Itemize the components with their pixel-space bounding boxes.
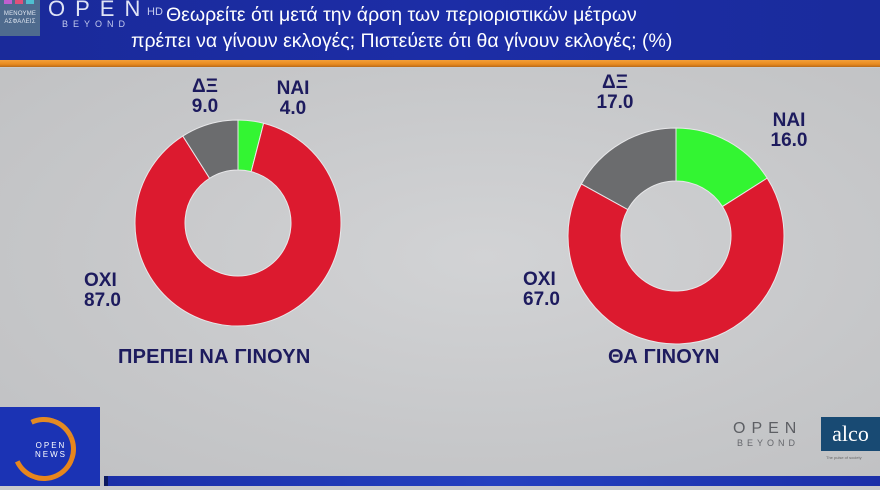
donut-segment-ΟΧΙ (134, 122, 342, 327)
donut-segment-ΟΧΙ (567, 177, 785, 345)
badge-dots (4, 0, 34, 4)
open-news-text: OPEN NEWS (35, 441, 67, 459)
header-bar: ΜΕΝΟΥΜΕ ΑΣΦΑΛΕΙΣ OPEN BEYOND HD Θεωρείτε… (0, 0, 880, 60)
badge-text: ΜΕΝΟΥΜΕ ΑΣΦΑΛΕΙΣ (3, 11, 37, 25)
segment-label-nai: ΝΑΙ 4.0 (276, 78, 310, 119)
header-stripe (0, 60, 880, 67)
segment-label-nai: ΝΑΙ 16.0 (770, 110, 808, 151)
alco-tagline: The pulse of society (826, 455, 862, 460)
title-line-1: Θεωρείτε ότι μετά την άρση των περιοριστ… (166, 4, 637, 26)
donut-1-graphic (134, 119, 342, 327)
title-line-2: πρέπει να γίνουν εκλογές; Πιστεύετε ότι … (131, 30, 673, 52)
donut-2-graphic (567, 127, 785, 345)
stay-safe-badge: ΜΕΝΟΥΜΕ ΑΣΦΑΛΕΙΣ (0, 0, 40, 36)
segment-label-dk: ΔΞ 17.0 (596, 72, 634, 113)
donut-segment-ΔΞ (580, 127, 677, 211)
donut-chart-should-hold: ΔΞ 9.0 ΝΑΙ 4.0 ΟΧΙ 87.0 ΠΡΕΠΕΙ ΝΑ ΓΙΝΟΥΝ (0, 0, 440, 400)
chart-title-1: ΠΡΕΠΕΙ ΝΑ ΓΙΝΟΥΝ (118, 346, 311, 368)
open-news-logo: OPEN NEWS (0, 407, 100, 490)
channel-logo-sub: BEYOND (62, 19, 131, 29)
donut-segment-ΔΞ (182, 119, 239, 179)
hd-indicator: HD (147, 6, 163, 18)
news-ticker (104, 476, 880, 486)
alco-logo: alco (821, 417, 880, 451)
channel-logo: OPEN (48, 0, 151, 21)
open-beyond-sub: BEYOND (737, 438, 800, 448)
segment-label-oxi: ΟΧΙ 67.0 (523, 269, 560, 310)
donut-chart-will-hold: ΔΞ 17.0 ΝΑΙ 16.0 ΟΧΙ 67.0 ΘΑ ΓΙΝΟΥΝ (440, 0, 880, 400)
chart-title-2: ΘΑ ΓΙΝΟΥΝ (608, 346, 720, 368)
open-beyond-logo: OPEN (733, 420, 803, 437)
segment-label-oxi: ΟΧΙ 87.0 (84, 270, 121, 311)
page-title: Θεωρείτε ότι μετά την άρση των περιοριστ… (131, 2, 866, 54)
segment-label-dk: ΔΞ 9.0 (191, 76, 219, 117)
